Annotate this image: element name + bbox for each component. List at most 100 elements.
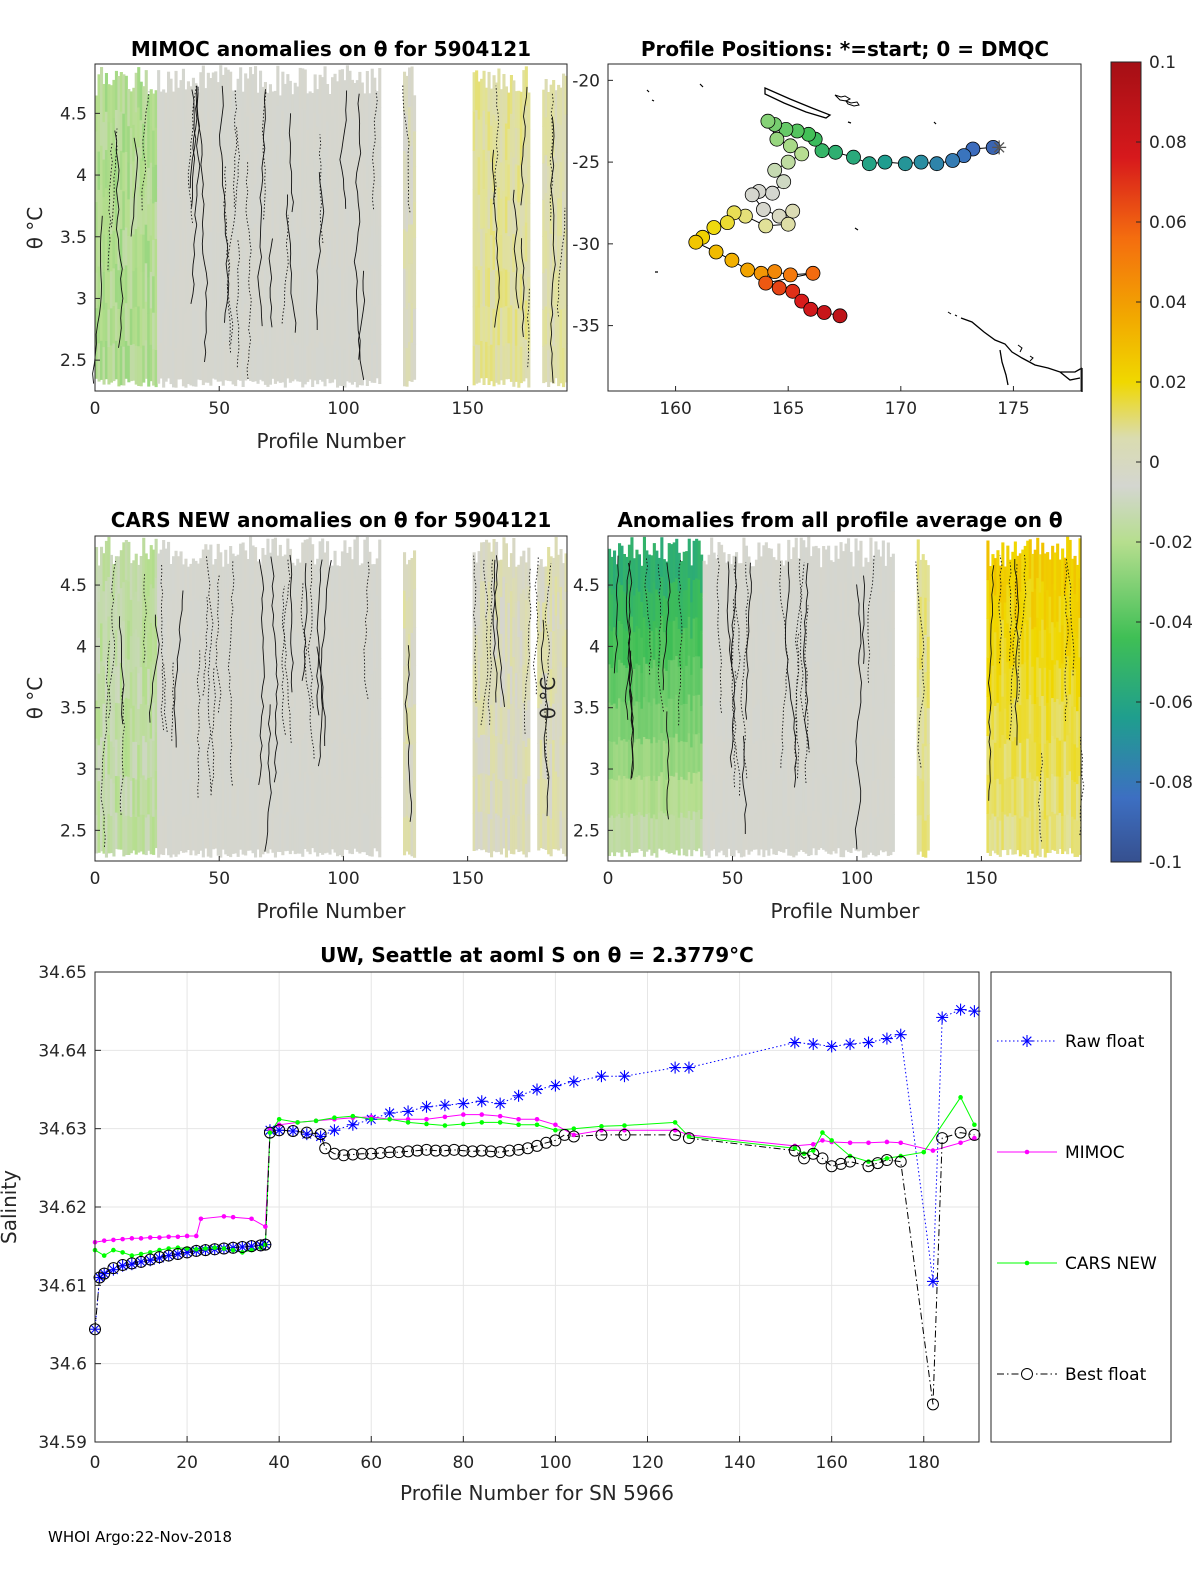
heatmap-cell — [286, 694, 290, 734]
heatmap-cell — [191, 231, 195, 271]
heatmap-cell — [849, 702, 853, 741]
heatmap-cell — [405, 779, 409, 816]
heatmap-cell — [149, 699, 153, 739]
heatmap-cell — [132, 560, 136, 598]
heatmap-cell — [326, 157, 330, 195]
heatmap-cell — [214, 667, 218, 705]
heatmap-cell — [350, 596, 354, 634]
heatmap-cell — [268, 309, 272, 348]
heatmap-cell — [137, 266, 141, 307]
best-float-marker — [328, 1147, 341, 1160]
heatmap-cell — [273, 90, 277, 129]
heatmap-cell — [552, 739, 556, 777]
y-tick-label: 3 — [589, 760, 600, 780]
heatmap-cell — [509, 703, 513, 742]
heatmap-cell — [129, 308, 133, 345]
heatmap-cell — [149, 737, 153, 778]
heatmap-cell — [251, 622, 255, 662]
heatmap-cell — [189, 198, 193, 237]
legend-swatch-marker — [1022, 1036, 1032, 1046]
heatmap-cell — [737, 671, 741, 709]
heatmap-cell — [276, 65, 280, 106]
raw-float-marker — [969, 1006, 980, 1016]
heatmap-cell — [779, 633, 783, 671]
heatmap-cell — [298, 185, 302, 226]
heatmap-cell — [169, 673, 173, 711]
heatmap-cell — [685, 779, 689, 819]
heatmap-cell — [827, 622, 831, 662]
contour-line — [473, 555, 477, 703]
y-tick-label: 3 — [76, 289, 87, 309]
heatmap-cell — [234, 556, 238, 594]
heatmap-cell — [1048, 632, 1052, 670]
heatmap-cell — [834, 699, 838, 739]
heatmap-cell — [209, 778, 213, 819]
heatmap-cell — [149, 344, 153, 382]
profile-marker — [688, 234, 704, 250]
heatmap-cell — [754, 668, 758, 705]
heatmap-cell — [514, 345, 518, 382]
heatmap-cell — [159, 199, 163, 236]
heatmap-cell — [107, 196, 111, 235]
heatmap-cell — [157, 781, 161, 820]
heatmap-cell — [725, 672, 729, 711]
heatmap-cell — [495, 232, 499, 271]
heatmap-cell — [112, 117, 116, 156]
heatmap-cell — [492, 269, 496, 309]
heatmap-cell — [537, 814, 541, 851]
heatmap-cell — [620, 662, 624, 702]
heatmap-cell — [1023, 738, 1027, 778]
heatmap-cell — [764, 772, 768, 812]
heatmap-cell — [144, 301, 148, 341]
heatmap-cell — [211, 777, 215, 814]
heatmap-cell — [747, 556, 751, 595]
model-marker — [516, 1122, 521, 1128]
best-float-marker — [365, 1147, 378, 1160]
heatmap-cell — [144, 339, 148, 379]
heatmap-cell — [794, 775, 798, 816]
heatmap-cell — [514, 813, 518, 850]
heatmap-cell — [1016, 666, 1020, 704]
heatmap-cell — [333, 264, 337, 304]
heatmap-cell — [249, 732, 253, 773]
heatmap-cell — [413, 550, 417, 590]
heatmap-cell — [403, 627, 407, 667]
heatmap-cell — [239, 696, 243, 736]
heatmap-cell — [214, 302, 218, 342]
heatmap-cell — [735, 812, 739, 851]
heatmap-cell — [993, 594, 997, 633]
heatmap-cell — [226, 263, 230, 304]
heatmap-cell — [475, 706, 479, 743]
heatmap-cell — [244, 111, 248, 151]
heatmap-cell — [137, 600, 141, 638]
heatmap-cell — [613, 703, 617, 742]
heatmap-cell — [375, 558, 379, 596]
heatmap-cell — [368, 779, 372, 819]
heatmap-cell — [1016, 776, 1020, 814]
mimoc-x-ticks: 0 50 100 150 — [90, 386, 484, 419]
heatmap-cell — [517, 201, 521, 240]
heatmap-cell — [622, 812, 626, 850]
heatmap-cell — [239, 302, 243, 342]
heatmap-cell — [256, 92, 260, 130]
heatmap-cell — [1003, 601, 1007, 638]
heatmap-cell — [539, 667, 543, 704]
heatmap-cell — [172, 779, 176, 818]
heatmap-cell — [336, 601, 340, 639]
heatmap-cell — [837, 631, 841, 668]
heatmap-cell — [735, 552, 739, 590]
contour-line — [493, 559, 505, 707]
heatmap-cell — [504, 817, 508, 858]
heatmap-cell — [97, 780, 101, 817]
heatmap-cell — [834, 584, 838, 624]
heatmap-cell — [306, 273, 310, 310]
heatmap-cell — [298, 671, 302, 709]
heatmap-cell — [608, 663, 612, 703]
heatmap-cell — [782, 673, 786, 710]
heatmap-cell — [117, 666, 121, 704]
heatmap-cell — [662, 812, 666, 850]
heatmap-cell — [710, 576, 714, 617]
heatmap-cell — [147, 276, 151, 314]
heatmap-cell — [403, 267, 407, 308]
model-marker — [599, 1124, 604, 1129]
